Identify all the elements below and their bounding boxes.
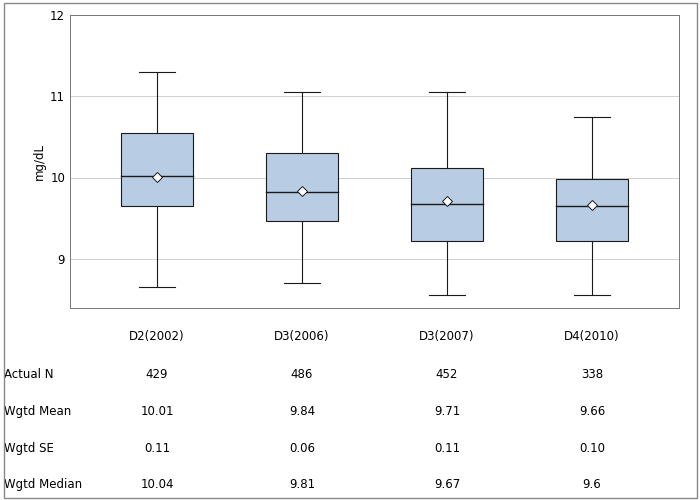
Text: D3(2007): D3(2007) <box>419 330 475 343</box>
Text: 486: 486 <box>290 368 313 382</box>
Text: 0.11: 0.11 <box>144 442 170 454</box>
Text: 0.10: 0.10 <box>579 442 605 454</box>
Text: 338: 338 <box>581 368 603 382</box>
Text: 10.04: 10.04 <box>140 478 174 491</box>
Text: Actual N: Actual N <box>4 368 53 382</box>
Text: Wgtd Mean: Wgtd Mean <box>4 405 71 418</box>
Text: Wgtd Median: Wgtd Median <box>4 478 82 491</box>
Bar <box>556 179 629 241</box>
Text: 9.66: 9.66 <box>579 405 605 418</box>
Text: 9.81: 9.81 <box>289 478 315 491</box>
Text: 0.06: 0.06 <box>289 442 315 454</box>
Text: Wgtd SE: Wgtd SE <box>4 442 53 454</box>
Text: 9.84: 9.84 <box>289 405 315 418</box>
Bar <box>266 153 338 220</box>
Text: D4(2010): D4(2010) <box>564 330 620 343</box>
Text: 429: 429 <box>146 368 168 382</box>
Text: 9.67: 9.67 <box>434 478 460 491</box>
Bar <box>121 133 193 206</box>
Bar <box>411 168 483 241</box>
Text: 10.01: 10.01 <box>140 405 174 418</box>
Y-axis label: mg/dL: mg/dL <box>33 143 46 180</box>
Text: 9.71: 9.71 <box>434 405 460 418</box>
Text: D3(2006): D3(2006) <box>274 330 330 343</box>
Text: 0.11: 0.11 <box>434 442 460 454</box>
Text: D2(2002): D2(2002) <box>130 330 185 343</box>
Text: 452: 452 <box>436 368 459 382</box>
Text: 9.6: 9.6 <box>582 478 601 491</box>
